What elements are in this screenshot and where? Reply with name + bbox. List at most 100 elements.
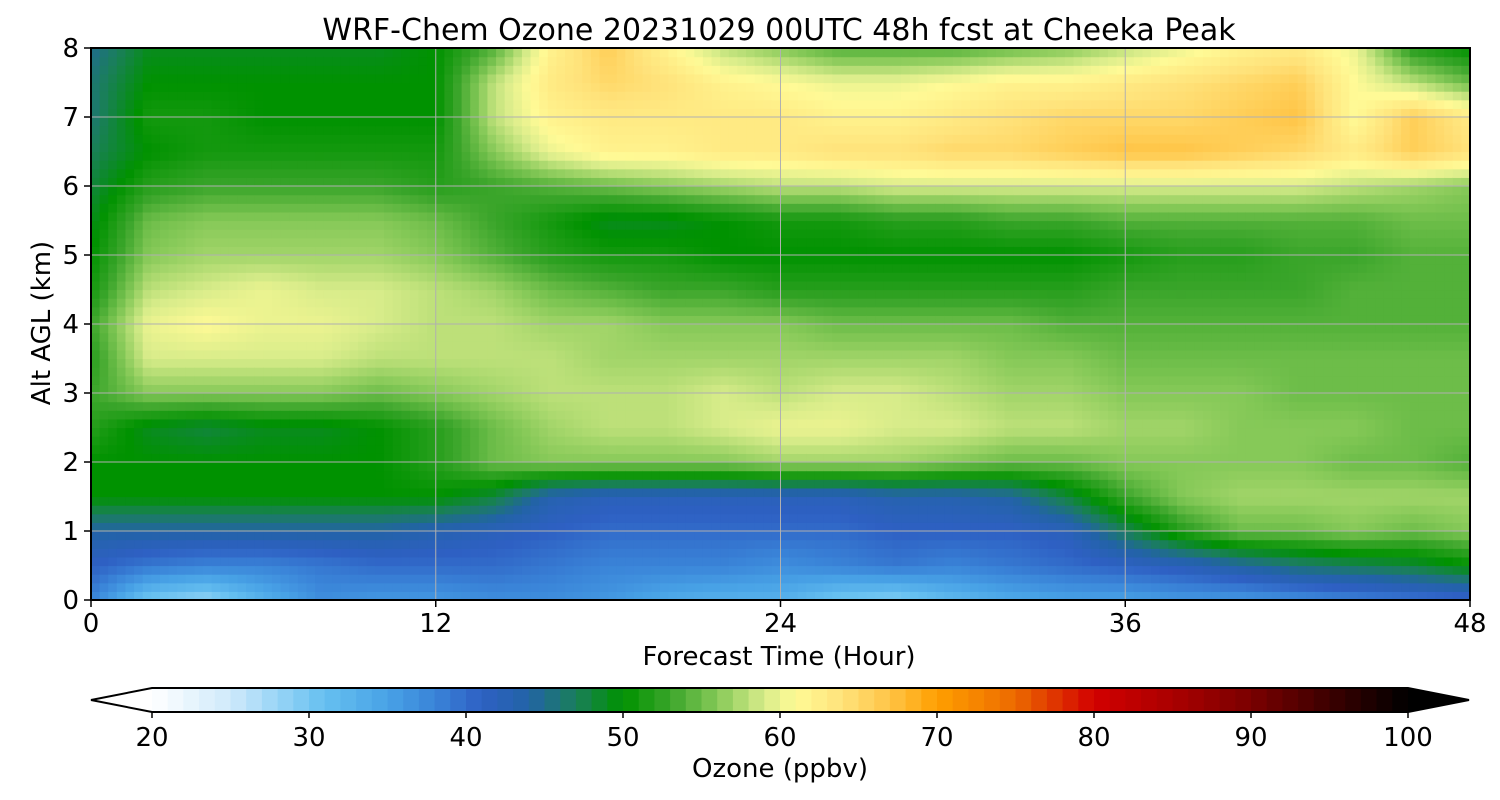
heatmap-cell <box>134 427 144 437</box>
heatmap-cell <box>340 591 351 601</box>
heatmap-cell <box>728 108 739 118</box>
heatmap-cell <box>504 306 514 316</box>
heatmap-cell <box>668 324 678 334</box>
heatmap-cell <box>194 272 204 282</box>
heatmap-cell <box>220 177 230 187</box>
heatmap-cell <box>142 574 152 584</box>
heatmap-cell <box>504 487 514 498</box>
heatmap-cell <box>452 393 463 403</box>
heatmap-cell <box>608 496 618 506</box>
heatmap-cell <box>280 531 290 541</box>
heatmap-cell <box>625 591 635 601</box>
heatmap-cell <box>349 315 359 325</box>
heatmap-cell <box>323 237 333 247</box>
heatmap-cell <box>159 289 170 299</box>
heatmap-cell <box>746 332 756 342</box>
heatmap-cell <box>616 263 626 273</box>
heatmap-cell <box>332 367 342 377</box>
heatmap-cell <box>349 272 359 282</box>
heatmap-cell <box>108 384 118 394</box>
heatmap-cell <box>513 73 523 84</box>
heatmap-cell <box>694 591 704 601</box>
heatmap-cell <box>487 496 497 506</box>
heatmap-cell <box>470 255 480 265</box>
heatmap-cell <box>668 582 678 592</box>
heatmap-cell <box>530 125 540 135</box>
heatmap-cell <box>203 56 213 66</box>
heatmap-cell <box>306 263 316 273</box>
heatmap-cell <box>573 393 583 403</box>
heatmap-cell <box>384 272 394 282</box>
heatmap-cell <box>504 548 514 558</box>
heatmap-cell <box>547 565 558 575</box>
heatmap-cell <box>694 186 704 196</box>
heatmap-cell <box>297 496 308 506</box>
heatmap-cell <box>418 99 428 109</box>
heatmap-cell <box>263 539 273 549</box>
heatmap-cell <box>185 280 196 291</box>
heatmap-cell <box>547 591 558 601</box>
heatmap-cell <box>289 487 299 498</box>
heatmap-cell <box>513 410 523 420</box>
heatmap-cell <box>289 341 299 351</box>
heatmap-cell <box>435 574 445 584</box>
heatmap-cell <box>203 255 213 265</box>
heatmap-cell <box>487 56 497 66</box>
heatmap-cell <box>694 263 704 273</box>
heatmap-cell <box>306 272 316 282</box>
heatmap-cell <box>659 393 670 403</box>
heatmap-cell <box>134 479 144 489</box>
heatmap-cell <box>659 332 670 342</box>
heatmap-cell <box>375 565 385 575</box>
heatmap-cell <box>375 375 385 385</box>
heatmap-cell <box>444 410 454 420</box>
heatmap-cell <box>366 134 377 144</box>
heatmap-cell <box>142 582 152 592</box>
heatmap-cell <box>573 65 583 75</box>
heatmap-cell <box>478 332 489 342</box>
heatmap-cell <box>349 496 359 506</box>
heatmap-cell <box>315 427 325 437</box>
heatmap-cell <box>366 237 377 247</box>
heatmap-cell <box>271 108 282 118</box>
heatmap-cell <box>444 384 454 394</box>
heatmap-cell <box>478 522 489 532</box>
heatmap-cell <box>349 358 359 368</box>
heatmap-cell <box>677 186 687 196</box>
heatmap-cell <box>694 522 704 532</box>
heatmap-cell <box>677 531 687 541</box>
heatmap-cell <box>375 462 385 472</box>
heatmap-cell <box>289 142 299 153</box>
heatmap-cell <box>315 401 325 411</box>
heatmap-cell <box>108 591 118 601</box>
heatmap-cell <box>590 436 601 446</box>
heatmap-cell <box>409 539 420 549</box>
heatmap-cell <box>254 582 264 592</box>
heatmap-cell <box>565 117 575 127</box>
heatmap-cell <box>539 565 549 575</box>
heatmap-cell <box>134 73 144 84</box>
heatmap-cell <box>452 117 463 127</box>
heatmap-cell <box>315 548 325 558</box>
heatmap-cell <box>297 531 308 541</box>
heatmap-cell <box>358 505 368 515</box>
heatmap-cell <box>271 82 282 92</box>
heatmap-cell <box>625 582 635 592</box>
heatmap-cell <box>427 522 437 532</box>
heatmap-cell <box>177 487 187 498</box>
heatmap-cell <box>194 444 204 454</box>
heatmap-cell <box>358 177 368 187</box>
heatmap-cell <box>565 255 575 265</box>
heatmap-cell <box>289 125 299 135</box>
heatmap-cell <box>556 108 566 118</box>
heatmap-cell <box>315 82 325 92</box>
heatmap-cell <box>116 142 127 153</box>
heatmap-cell <box>754 427 764 437</box>
heatmap-cell <box>754 220 764 230</box>
heatmap-cell <box>297 255 308 265</box>
heatmap-cell <box>211 289 221 299</box>
heatmap-cell <box>384 513 394 523</box>
heatmap-cell <box>280 349 290 360</box>
heatmap-cell <box>694 393 704 403</box>
heatmap-cell <box>599 367 609 377</box>
